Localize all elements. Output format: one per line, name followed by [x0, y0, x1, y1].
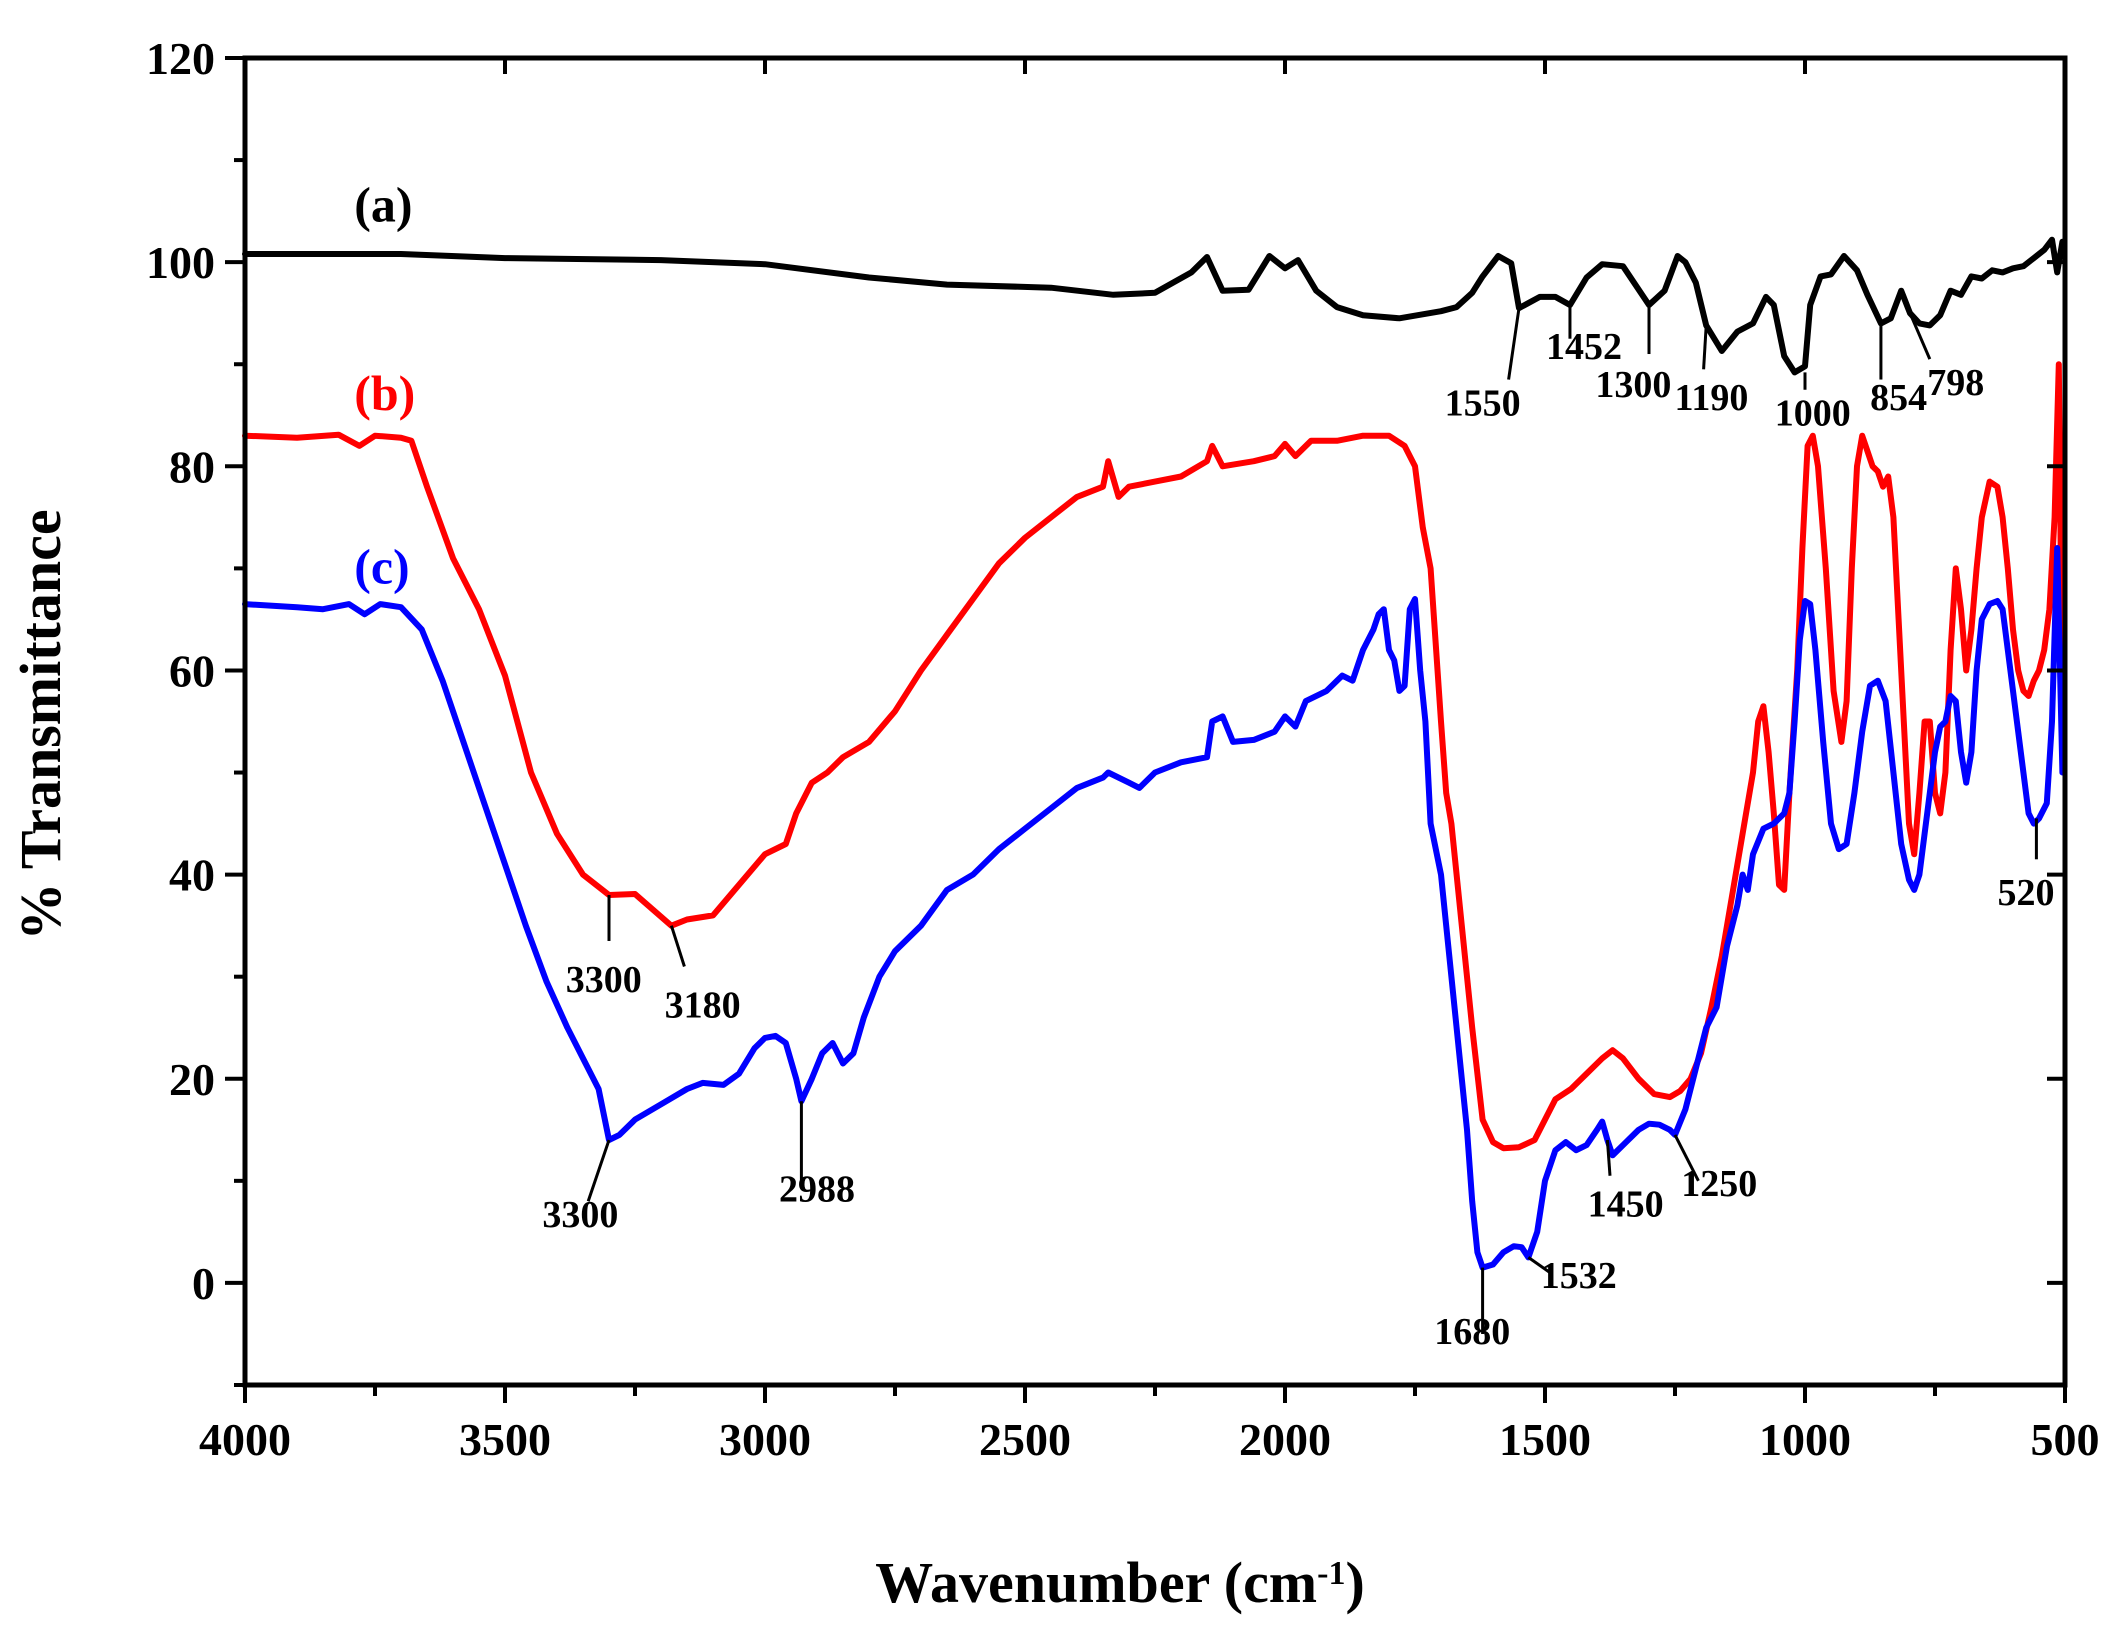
series-label-c: (c)	[354, 539, 410, 595]
y-tick-label: 60	[169, 645, 215, 696]
y-tick-label: 120	[146, 33, 215, 84]
peak-leader-line	[1527, 1256, 1552, 1274]
peak-label: 1680	[1434, 1311, 1510, 1353]
y-tick-label: 40	[169, 850, 215, 901]
x-tick-label: 2500	[979, 1414, 1071, 1465]
x-tick-label: 1000	[1759, 1414, 1851, 1465]
series-line-b	[242, 361, 2066, 1152]
peak-label: 3300	[542, 1194, 618, 1236]
peak-leader-line	[1702, 325, 1708, 370]
peak-leader-line	[1605, 1139, 1612, 1176]
x-axis-title-close: )	[1345, 1550, 1364, 1615]
peak-label: 854	[1870, 377, 1927, 419]
peak-label: 2988	[779, 1168, 855, 1210]
peak-label: 3180	[665, 985, 741, 1027]
peak-label: 1300	[1595, 364, 1671, 406]
x-tick-label: 3500	[459, 1414, 551, 1465]
y-tick-label: 0	[192, 1258, 215, 1309]
x-axis-title-sup: -1	[1317, 1555, 1345, 1592]
x-tick-label: 1500	[1499, 1414, 1591, 1465]
series-label-b: (b)	[354, 365, 415, 421]
x-axis-title: Wavenumber (cm-1)	[875, 1550, 1365, 1615]
y-axis-title: % Transmittance	[8, 509, 73, 940]
peak-leader-line	[586, 1139, 611, 1202]
peak-label: 1550	[1445, 382, 1521, 424]
x-tick-label: 2000	[1239, 1414, 1331, 1465]
peak-leader-line	[1507, 307, 1521, 380]
peak-leader-line	[669, 925, 686, 967]
series-line-a	[242, 236, 2066, 376]
peak-label: 1532	[1541, 1255, 1617, 1297]
axes: 4000 3500 3000 2500 2000 1500 1000 500 0 20 40 60 80…	[146, 33, 2100, 1465]
peak-leader-line	[1908, 312, 1932, 360]
series-line-c	[242, 545, 2066, 1271]
peak-leader-line	[1673, 1134, 1700, 1182]
peak-label: 1250	[1681, 1163, 1757, 1205]
peak-label: 1190	[1674, 377, 1748, 419]
x-tick-label: 3000	[719, 1414, 811, 1465]
x-axis-title-main: Wavenumber (cm	[875, 1550, 1317, 1615]
peak-label: 520	[1998, 872, 2055, 914]
peak-label: 3300	[566, 959, 642, 1001]
y-tick-label: 20	[169, 1054, 215, 1105]
peak-label: 1450	[1588, 1184, 1664, 1226]
x-tick-label: 4000	[199, 1414, 291, 1465]
peak-label: 798	[1927, 362, 1984, 404]
peak-label: 1000	[1775, 392, 1851, 434]
series-label-a: (a)	[354, 176, 412, 232]
y-tick-label: 100	[146, 237, 215, 288]
peak-label: 1452	[1546, 326, 1622, 368]
x-tick-label: 500	[2031, 1414, 2100, 1465]
y-tick-label: 80	[169, 441, 215, 492]
